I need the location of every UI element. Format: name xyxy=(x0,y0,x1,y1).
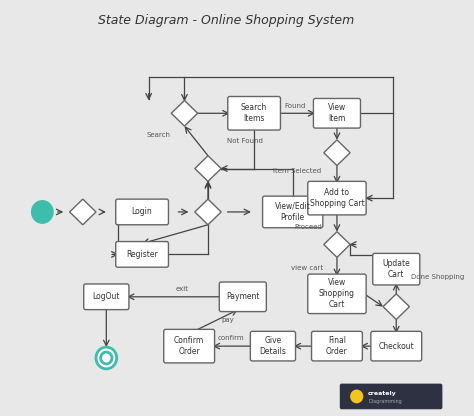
FancyBboxPatch shape xyxy=(313,99,361,128)
Polygon shape xyxy=(195,156,221,181)
Circle shape xyxy=(100,352,112,364)
Text: Diagramming: Diagramming xyxy=(368,399,402,404)
Circle shape xyxy=(96,347,117,369)
Polygon shape xyxy=(70,199,96,225)
Text: Confirm
Order: Confirm Order xyxy=(174,336,204,356)
Text: View
Item: View Item xyxy=(328,103,346,123)
Text: Item Selected: Item Selected xyxy=(273,168,321,173)
Text: confirm: confirm xyxy=(217,335,244,341)
FancyBboxPatch shape xyxy=(84,284,129,310)
Text: pay: pay xyxy=(221,317,234,324)
FancyBboxPatch shape xyxy=(250,331,295,361)
Text: Checkout: Checkout xyxy=(378,342,414,351)
Text: Search
Items: Search Items xyxy=(241,103,267,123)
FancyBboxPatch shape xyxy=(116,242,168,267)
Polygon shape xyxy=(195,199,221,225)
Polygon shape xyxy=(383,294,410,319)
Text: Found: Found xyxy=(285,103,306,109)
Text: View
Shopping
Cart: View Shopping Cart xyxy=(319,278,355,310)
Text: Not Found: Not Found xyxy=(227,138,263,144)
FancyBboxPatch shape xyxy=(308,274,366,314)
FancyBboxPatch shape xyxy=(263,196,323,228)
Text: Final
Order: Final Order xyxy=(326,336,348,356)
Text: Add to
Shopping Cart: Add to Shopping Cart xyxy=(310,188,365,208)
FancyBboxPatch shape xyxy=(219,282,266,312)
Circle shape xyxy=(32,201,53,223)
Circle shape xyxy=(350,389,363,404)
FancyBboxPatch shape xyxy=(116,199,168,225)
Polygon shape xyxy=(324,232,350,258)
Text: exit: exit xyxy=(175,286,188,292)
FancyBboxPatch shape xyxy=(164,329,215,363)
Text: Payment: Payment xyxy=(226,292,260,301)
Text: LogOut: LogOut xyxy=(92,292,120,301)
Text: Login: Login xyxy=(132,208,153,216)
Text: view cart: view cart xyxy=(291,265,323,271)
Text: Update
Cart: Update Cart xyxy=(383,259,410,279)
Polygon shape xyxy=(171,100,198,126)
FancyBboxPatch shape xyxy=(371,331,422,361)
Text: Register: Register xyxy=(126,250,158,259)
FancyBboxPatch shape xyxy=(228,97,281,130)
Text: Give
Details: Give Details xyxy=(259,336,286,356)
FancyBboxPatch shape xyxy=(373,253,420,285)
Text: creately: creately xyxy=(368,391,397,396)
Text: View/Edit
Profile: View/Edit Profile xyxy=(275,202,310,222)
Text: State Diagram - Online Shopping System: State Diagram - Online Shopping System xyxy=(98,14,354,27)
FancyBboxPatch shape xyxy=(311,331,362,361)
FancyBboxPatch shape xyxy=(340,384,442,409)
Text: Done Shopping: Done Shopping xyxy=(411,274,465,280)
Polygon shape xyxy=(324,140,350,166)
Text: Search: Search xyxy=(146,132,170,138)
Text: Proceed: Proceed xyxy=(295,224,323,230)
FancyBboxPatch shape xyxy=(308,181,366,215)
